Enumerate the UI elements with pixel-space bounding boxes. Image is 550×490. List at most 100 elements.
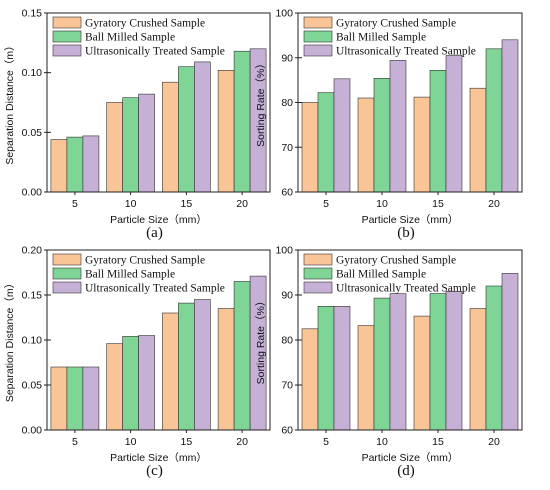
legend-label: Ultrasonically Treated Sample: [336, 283, 476, 295]
bar-ultrasonically-treated-sample-15: [445, 291, 463, 431]
chart-panel-2: 60 70 80 90 100 5 10 15 20 Particle Size（mm） Sorti…: [255, 8, 523, 241]
bar-gyratory-crushed-sample-5: [301, 102, 319, 193]
bar-ultrasonically-treated-sample-10: [389, 293, 407, 431]
bar-gyratory-crushed-sample-10: [357, 325, 375, 431]
x-tick-label: 10: [125, 436, 137, 448]
bar-ultrasonically-treated-sample-15: [445, 55, 463, 193]
bar-ball-milled-sample-20: [233, 50, 251, 193]
legend-swatch: [52, 30, 82, 43]
bar-ultrasonically-treated-sample-10: [389, 60, 407, 193]
x-tick-label: 10: [376, 198, 388, 210]
y-axis-label: Sorting Rate（%）: [255, 296, 267, 385]
legend-label: Ball Milled Sample: [85, 269, 175, 281]
bar-ball-milled-sample-20: [485, 285, 503, 431]
bar-gyratory-crushed-sample-15: [162, 312, 179, 431]
bar-gyratory-crushed-sample-10: [106, 343, 123, 431]
y-tick-label: 0.15: [22, 8, 43, 20]
bar-ball-milled-sample-20: [233, 281, 251, 431]
y-tick-label: 0.20: [22, 245, 43, 257]
legend-label: Ultrasonically Treated Sample: [85, 283, 225, 295]
x-axis-label: Particle Size（mm）: [362, 452, 459, 464]
legend-swatch: [303, 16, 333, 29]
y-tick-label: 80: [281, 97, 293, 109]
bar-gyratory-crushed-sample-20: [217, 308, 235, 431]
x-tick-label: 5: [72, 198, 78, 210]
legend-label: Ball Milled Sample: [336, 32, 426, 44]
chart-panel-3: 0.00 0.05 0.10 0.15 0.20 5 10 15 20 Particle Size…: [4, 245, 271, 479]
bar-ultrasonically-treated-sample-20: [501, 273, 519, 431]
bar-gyratory-crushed-sample-15: [413, 96, 431, 193]
y-tick-label: 80: [281, 335, 293, 347]
legend-label: Gyratory Crushed Sample: [336, 255, 456, 267]
x-tick-label: 20: [488, 198, 500, 210]
legend-label: Ultrasonically Treated Sample: [85, 46, 225, 58]
bar-ultrasonically-treated-sample-15: [194, 61, 211, 193]
x-tick-label: 15: [181, 436, 193, 448]
bar-ultrasonically-treated-sample-5: [82, 135, 100, 193]
bar-gyratory-crushed-sample-15: [413, 315, 431, 431]
x-tick-label: 5: [72, 436, 78, 448]
bar-gyratory-crushed-sample-5: [50, 139, 68, 193]
x-tick-label: 5: [323, 198, 329, 210]
x-tick-label: 5: [323, 436, 329, 448]
bar-ball-milled-sample-20: [485, 48, 503, 193]
bar-gyratory-crushed-sample-10: [357, 97, 375, 193]
bar-ball-milled-sample-10: [373, 78, 391, 193]
bar-ultrasonically-treated-sample-10: [138, 93, 155, 193]
x-tick-label: 10: [125, 198, 137, 210]
y-tick-label: 60: [281, 187, 293, 199]
y-tick-label: 0.05: [22, 127, 43, 139]
x-axis-label: Particle Size（mm）: [362, 214, 459, 226]
y-tick-label: 90: [281, 290, 293, 302]
bar-ball-milled-sample-15: [429, 70, 447, 193]
x-tick-label: 20: [236, 198, 248, 210]
legend-swatch: [52, 281, 82, 294]
bar-ball-milled-sample-5: [317, 92, 335, 193]
legend-swatch: [52, 253, 82, 266]
x-tick-label: 15: [181, 198, 193, 210]
plot-frame: [46, 12, 271, 193]
bar-gyratory-crushed-sample-20: [469, 308, 487, 431]
y-tick-label: 70: [281, 380, 293, 392]
x-axis-label: Particle Size（mm）: [110, 214, 207, 226]
legend-swatch: [52, 16, 82, 29]
legend: Gyratory Crushed Sample Ball Milled Sampl…: [303, 16, 476, 58]
bar-ball-milled-sample-5: [66, 136, 84, 193]
bar-gyratory-crushed-sample-10: [106, 102, 123, 193]
legend: Gyratory Crushed Sample Ball Milled Sampl…: [52, 253, 225, 295]
bar-ball-milled-sample-15: [178, 302, 195, 431]
bar-gyratory-crushed-sample-5: [50, 366, 68, 431]
legend-label: Ball Milled Sample: [85, 32, 175, 44]
panel-label: (d): [397, 463, 415, 479]
legend-swatch: [52, 267, 82, 280]
bar-gyratory-crushed-sample-5: [301, 328, 319, 431]
bar-ball-milled-sample-10: [122, 97, 139, 193]
y-axis-label: Separation Distance（m）: [4, 40, 16, 164]
legend-swatch: [303, 267, 333, 280]
y-tick-label: 100: [275, 8, 293, 20]
panel-label: (c): [146, 463, 163, 479]
bar-ultrasonically-treated-sample-5: [333, 78, 351, 193]
bar-ultrasonically-treated-sample-5: [333, 305, 351, 431]
legend: Gyratory Crushed Sample Ball Milled Sampl…: [52, 16, 225, 58]
y-tick-label: 90: [281, 52, 293, 64]
y-tick-label: 100: [275, 245, 293, 257]
legend-swatch: [303, 44, 333, 57]
bar-gyratory-crushed-sample-15: [162, 81, 179, 193]
bar-ball-milled-sample-5: [66, 366, 84, 431]
bar-ultrasonically-treated-sample-5: [82, 366, 100, 431]
y-tick-label: 0.15: [22, 290, 43, 302]
legend-label: Gyratory Crushed Sample: [336, 18, 456, 30]
legend-swatch: [303, 30, 333, 43]
legend-label: Gyratory Crushed Sample: [85, 18, 205, 30]
y-tick-label: 70: [281, 142, 293, 154]
bar-ball-milled-sample-15: [429, 293, 447, 431]
legend-label: Ball Milled Sample: [336, 269, 426, 281]
x-tick-label: 15: [432, 436, 444, 448]
legend-swatch: [52, 44, 82, 57]
y-tick-label: 0.00: [22, 425, 43, 437]
x-tick-label: 20: [488, 436, 500, 448]
legend-label: Ultrasonically Treated Sample: [336, 46, 476, 58]
legend: Gyratory Crushed Sample Ball Milled Sampl…: [303, 253, 476, 295]
